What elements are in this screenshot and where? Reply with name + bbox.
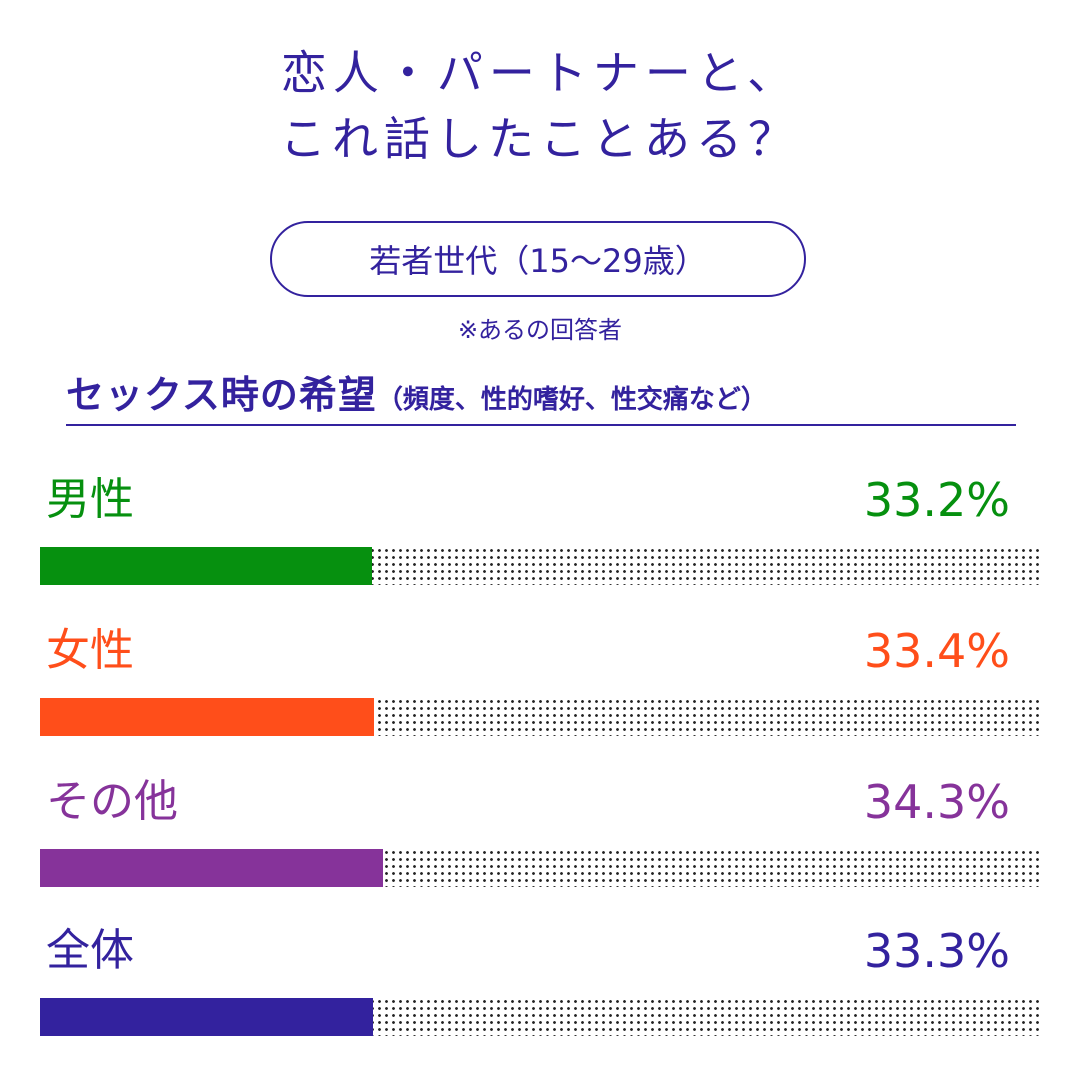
category-label: 男性 bbox=[46, 474, 134, 525]
chart-title: 恋人・パートナーと、 これ話したことある？ bbox=[0, 40, 1080, 172]
data-label: 33.4% bbox=[863, 624, 1010, 678]
title-line-2: これ話したことある？ bbox=[280, 112, 800, 166]
bar bbox=[40, 849, 383, 887]
heading-main: セックス時の希望 bbox=[66, 373, 377, 417]
title-line-1: 恋人・パートナーと、 bbox=[280, 46, 800, 100]
bar bbox=[40, 998, 373, 1036]
section-heading: セックス時の希望（頻度、性的嗜好、性交痛など） bbox=[66, 368, 1016, 426]
age-group-badge: 若者世代（15〜29歳） bbox=[270, 221, 806, 297]
bar-row-all: 全体 33.3% bbox=[40, 921, 1040, 1056]
heading-sub: （頻度、性的嗜好、性交痛など） bbox=[376, 385, 767, 415]
category-label: その他 bbox=[46, 776, 178, 827]
category-label: 全体 bbox=[46, 925, 134, 976]
bar-track bbox=[40, 849, 1040, 887]
bar-track bbox=[40, 998, 1040, 1036]
data-label: 33.2% bbox=[863, 473, 1010, 527]
bar bbox=[40, 698, 374, 736]
respondent-note: ※あるの回答者 bbox=[457, 316, 623, 344]
category-label: 女性 bbox=[46, 625, 134, 676]
bar-row-female: 女性 33.4% bbox=[40, 621, 1040, 756]
bar bbox=[40, 547, 372, 585]
bar-row-other: その他 34.3% bbox=[40, 772, 1040, 907]
bar-row-male: 男性 33.2% bbox=[40, 470, 1040, 605]
data-label: 34.3% bbox=[863, 775, 1010, 829]
data-label: 33.3% bbox=[863, 924, 1010, 978]
bar-track bbox=[40, 547, 1040, 585]
bar-track bbox=[40, 698, 1040, 736]
